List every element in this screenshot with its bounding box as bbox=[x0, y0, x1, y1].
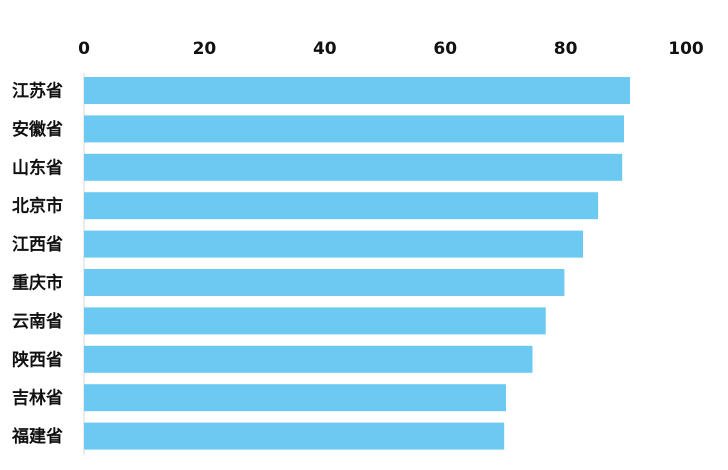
category-label: 陕西省 bbox=[12, 349, 63, 370]
bars-group bbox=[84, 77, 631, 450]
category-label: 云南省 bbox=[12, 311, 63, 332]
x-tick-label: 20 bbox=[193, 39, 217, 59]
x-tick-label: 60 bbox=[433, 39, 457, 59]
category-label: 江西省 bbox=[12, 234, 63, 255]
x-tick-label: 80 bbox=[554, 39, 578, 59]
bar bbox=[84, 307, 546, 335]
category-label: 福建省 bbox=[11, 426, 63, 447]
bar bbox=[84, 422, 505, 450]
category-label: 吉林省 bbox=[12, 388, 63, 409]
bar bbox=[84, 153, 623, 181]
bar bbox=[84, 115, 624, 143]
bar bbox=[84, 345, 533, 373]
category-label: 山东省 bbox=[12, 157, 63, 178]
category-label: 安徽省 bbox=[12, 119, 63, 140]
category-label: 北京市 bbox=[12, 196, 63, 217]
bar bbox=[84, 77, 631, 104]
x-tick-label: 0 bbox=[78, 39, 90, 59]
x-tick-label: 100 bbox=[668, 39, 704, 59]
category-label: 江苏省 bbox=[12, 81, 63, 102]
bar bbox=[84, 269, 565, 296]
bar bbox=[84, 192, 599, 220]
x-tick-label: 40 bbox=[313, 39, 337, 59]
category-label: 重庆市 bbox=[12, 273, 63, 294]
x-axis-ticks: 0 20 40 60 80 100 bbox=[78, 39, 704, 59]
bar bbox=[84, 230, 584, 258]
bar bbox=[84, 384, 507, 412]
